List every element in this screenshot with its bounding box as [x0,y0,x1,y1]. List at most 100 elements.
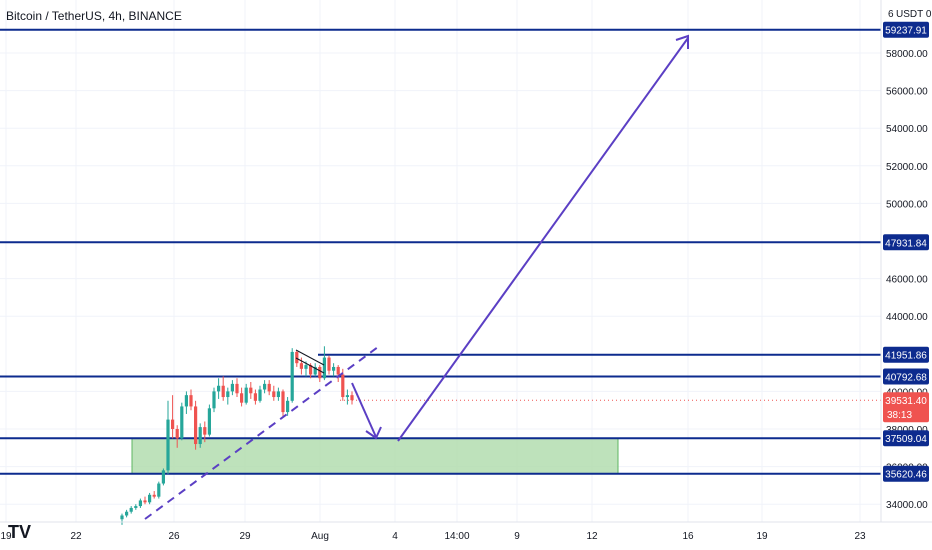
candle-body[interactable] [184,395,188,407]
level-price-tag[interactable] [883,21,929,38]
level-price-tag-label: 37509.04 [885,434,927,445]
candle-body[interactable] [253,393,257,401]
candle-body[interactable] [276,391,280,398]
channel-line-lower[interactable] [295,357,325,374]
current-price-label: 39531.40 [885,396,927,407]
x-tick-label: 14:00 [444,531,469,542]
candle-body[interactable] [313,366,317,375]
candle-body[interactable] [332,366,336,371]
candle-body[interactable] [240,393,244,403]
candle-body[interactable] [125,511,129,516]
candle-body[interactable] [318,366,322,379]
candle-body[interactable] [217,385,221,392]
candle-body[interactable] [281,391,285,413]
y-tick-label: 46000.00 [886,275,928,286]
candle-body[interactable] [272,391,276,398]
level-price-tag[interactable] [883,368,929,385]
countdown-label: 38:13 [887,410,912,421]
candle-body[interactable] [322,357,326,379]
candle-body[interactable] [295,351,299,364]
price-scale[interactable] [881,0,932,550]
level-price-tag-label: 47931.84 [885,238,927,249]
channel-line-upper[interactable] [295,349,325,366]
x-tick-label: 19 [0,531,12,542]
candle-body[interactable] [345,395,349,398]
y-tick-label: 52000.00 [886,162,928,173]
y-tick-label: 44000.00 [886,312,928,323]
level-price-tag-label: 40792.68 [885,372,927,383]
x-tick-label: 16 [682,531,694,542]
candle-body[interactable] [134,506,138,508]
candle-body[interactable] [129,507,133,512]
candle-body[interactable] [198,427,202,445]
level-price-tag-label: 41951.86 [885,351,927,362]
candle-body[interactable] [341,374,345,398]
candle-body[interactable] [286,400,290,413]
candle-body[interactable] [180,406,184,439]
arrowhead-down-icon [365,426,382,440]
currency-suffix: 0 [925,9,932,20]
current-price-tag[interactable] [883,392,929,423]
candle-body[interactable] [203,427,207,435]
candle-body[interactable] [143,500,147,503]
projection-arrow-down[interactable] [351,382,377,438]
candle-body[interactable] [138,500,142,507]
candle-body[interactable] [304,365,308,369]
candle-body[interactable] [290,351,294,401]
candle-body[interactable] [161,470,165,484]
x-tick-label: 29 [239,531,251,542]
candle-body[interactable] [235,383,239,394]
x-tick-label: 26 [168,531,180,542]
x-tick-label: 23 [854,531,866,542]
y-tick-label: 50000.00 [886,199,928,210]
x-tick-label: Aug [311,531,329,542]
candle-body[interactable] [171,419,175,429]
level-price-tag-label: 59237.91 [885,26,927,37]
candle-body[interactable] [258,389,262,401]
candle-body[interactable] [230,383,234,392]
candle-body[interactable] [221,385,225,398]
candle-body[interactable] [263,383,267,390]
candle-body[interactable] [327,357,331,371]
demand-zone[interactable] [131,437,619,475]
y-tick-label: 54000.00 [886,124,928,135]
candle-body[interactable] [267,383,271,392]
currency-name: USDT [896,9,924,20]
candle-body[interactable] [207,408,211,435]
candle-body[interactable] [120,515,124,520]
candle-body[interactable] [299,363,303,369]
candle-body[interactable] [194,406,198,445]
candle-body[interactable] [189,395,193,407]
y-tick-label: 34000.00 [886,500,928,511]
level-price-tag[interactable] [883,346,929,363]
y-tick-label: 58000.00 [886,49,928,60]
tradingview-logo-icon[interactable]: TV [8,520,68,544]
currency-label[interactable]: USDT 0 [896,9,931,20]
trendline[interactable] [144,346,379,520]
y-tick-label: 56000.00 [886,87,928,98]
candle-body[interactable] [336,366,340,375]
level-price-tag[interactable] [883,430,929,447]
projection-arrow-up[interactable] [397,37,689,442]
x-tick-label: 12 [586,531,598,542]
candle-body[interactable] [350,395,354,401]
x-tick-label: 22 [70,531,82,542]
candle-body[interactable] [244,387,248,403]
candle-body[interactable] [249,387,253,394]
candle-body[interactable] [157,483,161,497]
level-price-tag[interactable] [883,465,929,482]
arrowhead-up-icon [675,34,689,49]
candle-body[interactable] [175,429,179,439]
candle-body[interactable] [212,391,216,409]
x-tick-label: 9 [514,531,520,542]
x-tick-label: 4 [392,531,398,542]
candle-body[interactable] [148,494,152,503]
candle-body[interactable] [309,365,313,375]
candle-body[interactable] [166,419,170,471]
level-price-tag[interactable] [883,234,929,251]
chart-title: Bitcoin / TetherUS, 4h, BINANCE [6,9,182,23]
candle-body[interactable] [226,391,230,398]
candle-body[interactable] [152,494,156,497]
